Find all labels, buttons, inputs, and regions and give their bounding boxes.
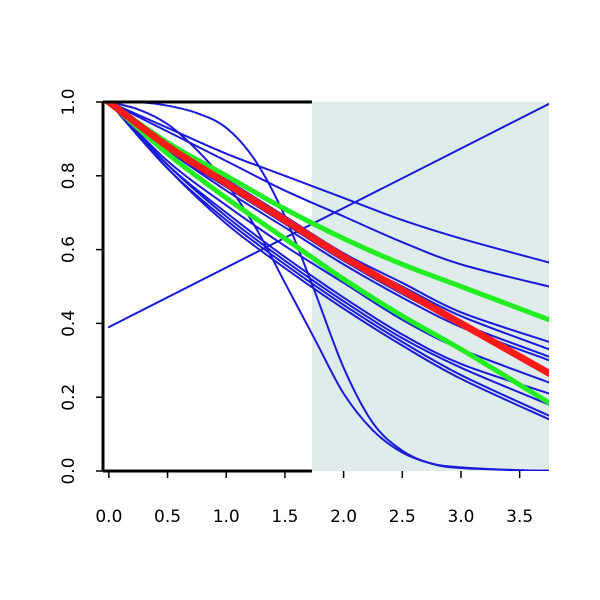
x-tick-label: 0.0: [95, 507, 122, 527]
y-tick-label: 0.6: [59, 236, 79, 263]
x-tick-label: 2.0: [330, 507, 357, 527]
axes-layer: [96, 100, 521, 478]
x-tick-label: 3.0: [447, 507, 474, 527]
x-tick-label: 3.5: [506, 507, 533, 527]
series-layer: [105, 102, 549, 471]
y-tick-label: 1.0: [59, 88, 79, 115]
x-tick-label: 1.0: [213, 507, 240, 527]
series-line-blue-1: [107, 102, 549, 264]
series-line-blue-2: [107, 102, 549, 288]
y-tick-label: 0.2: [59, 384, 79, 411]
y-tick-label: 0.0: [59, 457, 79, 484]
series-line-green-15: [106, 102, 549, 406]
series-line-red-16: [105, 102, 549, 377]
x-tick-label: 2.5: [389, 507, 416, 527]
series-line-blue-0: [107, 102, 549, 329]
shaded-region: [311, 102, 549, 471]
y-tick-label: 0.8: [59, 162, 79, 189]
y-tick-label: 0.4: [59, 310, 79, 337]
tick-labels: 0.0 0.5 1.0 1.5 2.0 2.5 3.0 3.5 0.0 0.2 0.4 0.6 0.8 1…: [59, 88, 533, 527]
series-line-blue-9: [107, 102, 549, 406]
x-tick-label: 1.5: [271, 507, 298, 527]
series-line-blue-13: [107, 102, 549, 471]
plot-background: [311, 102, 549, 471]
x-tick-label: 0.5: [154, 507, 181, 527]
